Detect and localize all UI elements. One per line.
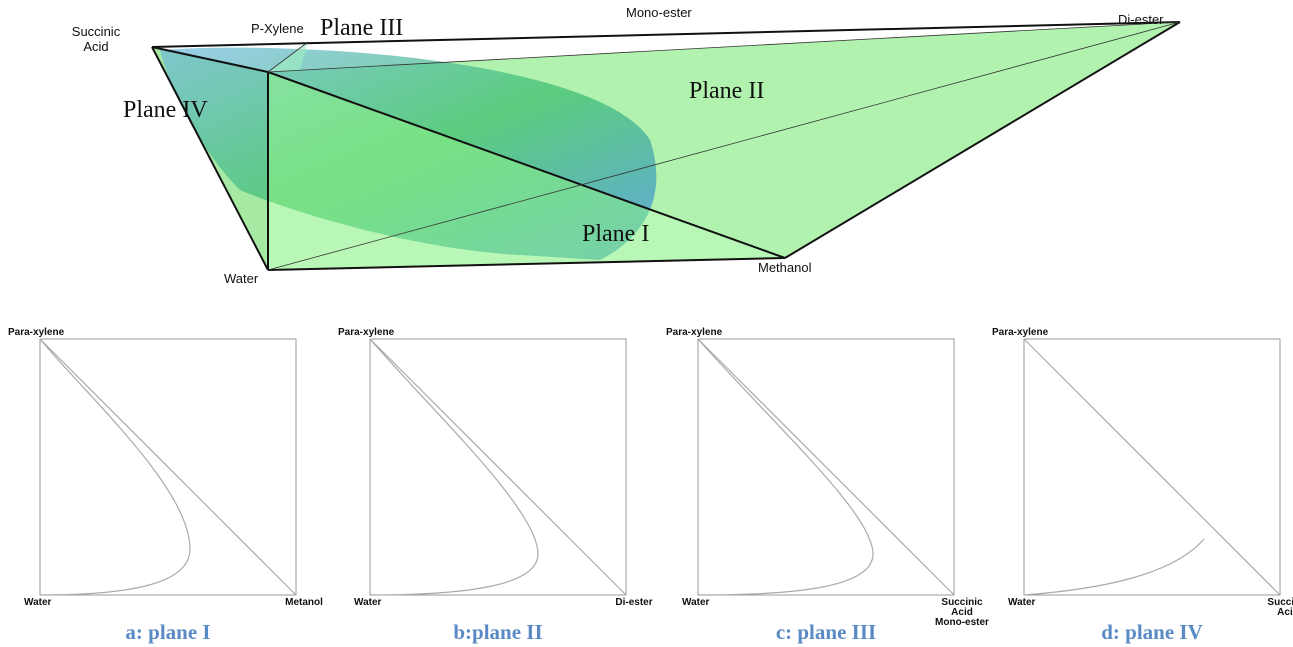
vertex-label: Methanol	[758, 260, 812, 275]
vertex-label: Succinic	[941, 597, 983, 608]
phase-boundary	[39, 338, 191, 596]
ternary-3d: Succinic Acid P-Xylene Mono-ester Di-est…	[72, 5, 1181, 286]
vertex-label: Water	[24, 597, 52, 608]
vertex-label: Acid	[951, 607, 973, 618]
diagonal	[1023, 338, 1281, 596]
vertex-label: Succinic	[1267, 597, 1293, 608]
plane-label: Plane IV	[123, 97, 208, 123]
vertex-label: Water	[354, 597, 382, 608]
diagonal	[369, 338, 627, 596]
phase-boundary	[369, 338, 539, 596]
vertex-label: Di-ester	[615, 597, 652, 608]
vertex-label: Acid	[83, 39, 108, 54]
diagonal	[697, 338, 955, 596]
panel-caption: c: plane III	[776, 620, 876, 644]
vertex-label: Para-xylene	[8, 327, 65, 338]
panel-caption: a: plane I	[125, 620, 210, 644]
panel-frame	[697, 338, 955, 596]
vertex-label: Succinic	[72, 24, 121, 39]
plane-label: Plane I	[582, 221, 649, 247]
ternary-panel: Para-xylene Water Metanol a: plane I	[8, 327, 323, 644]
vertex-label: Para-xylene	[666, 327, 723, 338]
plane-label: Plane II	[689, 78, 764, 104]
vertex-label: Water	[224, 271, 259, 286]
vertex-label: Metanol	[285, 597, 323, 608]
panel-frame	[39, 338, 297, 596]
vertex-label: Water	[682, 597, 710, 608]
vertex-label: Para-xylene	[992, 327, 1049, 338]
phase-boundary	[1023, 538, 1205, 596]
plane-i	[268, 72, 785, 270]
ternary-panel: Para-xylene Water Di-ester b:plane II	[338, 327, 653, 644]
vertex-label: Acid	[1277, 607, 1293, 618]
panel-frame	[1023, 338, 1281, 596]
panel-frame	[369, 338, 627, 596]
vertex-label: Mono-ester	[626, 5, 692, 20]
edges	[151, 21, 1181, 271]
diagonal	[39, 338, 297, 596]
panel-caption: b:plane II	[453, 620, 542, 644]
panel-caption: d: plane IV	[1101, 620, 1203, 644]
phase-boundary	[697, 338, 874, 596]
vertex-label: P-Xylene	[251, 21, 304, 36]
plane-label: Plane III	[320, 15, 403, 41]
vertex-label: Para-xylene	[338, 327, 395, 338]
vertex-label: Mono-ester	[935, 617, 989, 628]
vertex-label: Di-ester	[1118, 12, 1164, 27]
vertex-label: Water	[1008, 597, 1036, 608]
